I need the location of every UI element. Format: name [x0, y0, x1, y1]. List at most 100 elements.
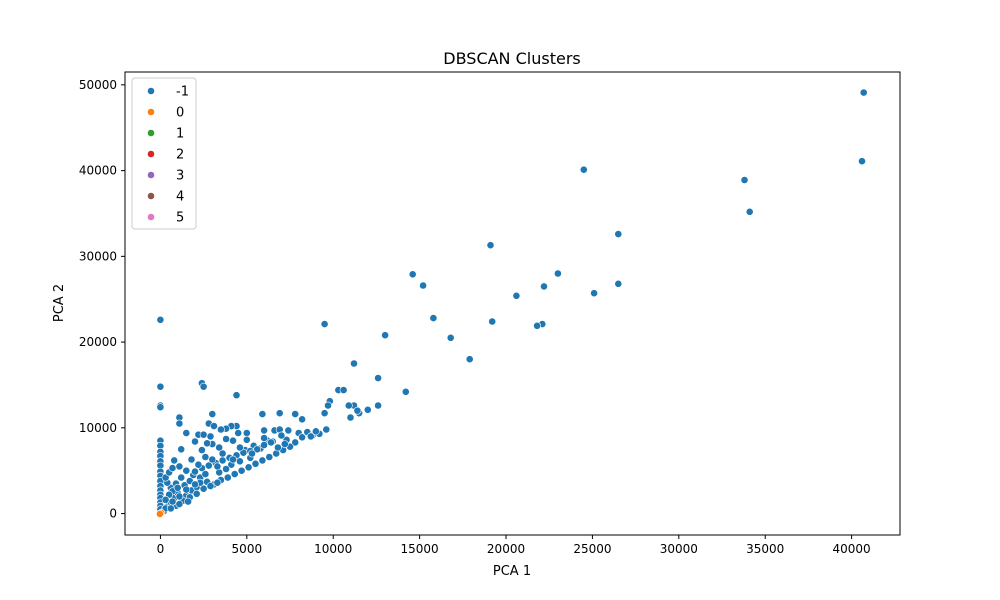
data-point-cluster--1: [284, 426, 293, 435]
data-point-cluster--1: [156, 315, 165, 324]
data-point-cluster--1: [306, 432, 315, 441]
data-point-cluster--1: [745, 207, 754, 216]
data-point-cluster--1: [208, 455, 217, 464]
data-point-cluster--1: [175, 462, 184, 471]
x-tick-label: 40000: [833, 542, 871, 556]
data-point-cluster--1: [203, 439, 211, 448]
data-point-cluster--1: [168, 464, 177, 472]
data-point-cluster--1: [242, 429, 251, 437]
data-point-cluster--1: [230, 470, 239, 478]
data-point-cluster--1: [267, 438, 275, 447]
data-point-cluster--1: [210, 422, 218, 430]
data-point-cluster--1: [311, 427, 320, 436]
data-point-cluster--1: [512, 291, 521, 300]
data-point-cluster--1: [235, 457, 244, 466]
legend-marker-4: [147, 192, 155, 200]
data-point-cluster--1: [381, 331, 389, 340]
data-point-cluster--1: [277, 431, 286, 440]
legend-label-0: 0: [176, 106, 184, 121]
data-point-cluster--1: [156, 403, 165, 412]
data-point-cluster--1: [350, 359, 358, 368]
data-point-cluster--1: [191, 467, 199, 476]
data-point-cluster--1: [232, 391, 241, 400]
legend-label-4: 4: [176, 190, 184, 205]
y-tick-label: 40000: [79, 164, 117, 178]
data-point-cluster--1: [488, 317, 497, 326]
data-point-cluster--1: [858, 157, 866, 166]
data-point-cluster--1: [298, 415, 306, 424]
data-point-cluster--1: [253, 445, 262, 454]
points-layer: [155, 88, 868, 518]
legend: -1 0 1 2 3 4 5: [131, 77, 197, 230]
data-point-cluster--1: [339, 386, 348, 394]
data-point-cluster--1: [353, 406, 362, 415]
data-point-cluster--1: [229, 455, 237, 464]
data-point-cluster--1: [199, 484, 208, 493]
y-tick-label: 50000: [79, 78, 117, 92]
data-point-cluster--1: [579, 165, 588, 174]
y-axis-ticks: 0 10000 20000 30000 40000 50000: [79, 78, 125, 521]
data-point-cluster--1: [614, 230, 623, 238]
data-point-cluster--1: [590, 289, 598, 298]
chart-title: DBSCAN Clusters: [443, 49, 580, 68]
data-point-cluster--1: [419, 281, 427, 290]
data-point-cluster--1: [177, 445, 186, 454]
data-point-cluster--1: [265, 453, 274, 461]
data-point-cluster--1: [260, 426, 268, 435]
data-point-cluster--1: [242, 435, 251, 444]
data-point-cluster--1: [166, 504, 175, 513]
data-point-cluster--1: [222, 435, 230, 443]
data-point-cluster--1: [235, 443, 244, 452]
data-point-cluster--1: [199, 382, 208, 391]
plot-area: [124, 71, 901, 536]
legend-marker-0: [147, 108, 155, 116]
x-tick-label: 30000: [660, 542, 698, 556]
data-point-cluster--1: [191, 480, 199, 489]
data-point-cluster--1: [251, 459, 260, 468]
data-point-cluster--1: [216, 425, 225, 434]
data-point-cluster--1: [206, 432, 215, 441]
x-tick-label: 35000: [746, 542, 784, 556]
data-point-cluster--1: [173, 483, 182, 492]
data-point-cluster--1: [223, 473, 232, 482]
x-tick-label: 15000: [401, 542, 439, 556]
y-tick-label: 10000: [79, 421, 117, 435]
data-point-cluster--1: [465, 355, 474, 364]
data-point-cluster--1: [740, 176, 749, 184]
data-point-cluster--1: [182, 466, 191, 475]
data-point-cluster--1: [156, 382, 165, 391]
data-point-cluster--1: [298, 433, 306, 442]
data-point-cluster--1: [237, 466, 246, 475]
data-point-cluster--1: [213, 462, 222, 471]
legend-marker-2: [147, 150, 155, 158]
data-point-cluster--1: [229, 436, 237, 445]
data-point-cluster-0: [155, 510, 164, 518]
legend-label-2: 2: [176, 148, 184, 163]
data-point-cluster--1: [280, 440, 289, 448]
data-point-cluster--1: [374, 401, 382, 410]
x-tick-label: 20000: [487, 542, 525, 556]
data-point-cluster--1: [324, 401, 332, 410]
x-axis-label: PCA 1: [493, 564, 531, 579]
data-point-cluster--1: [206, 482, 215, 490]
data-point-cluster--1: [344, 401, 353, 410]
legend-label-3: 3: [176, 169, 184, 184]
data-point-cluster--1: [201, 453, 210, 461]
data-point-cluster--1: [429, 314, 438, 322]
y-tick-label: 30000: [79, 249, 117, 263]
data-point-cluster--1: [194, 460, 203, 469]
data-point-cluster--1: [260, 434, 268, 442]
data-point-cluster--1: [533, 321, 541, 330]
data-point-cluster--1: [320, 409, 329, 418]
data-point-cluster--1: [222, 465, 230, 473]
legend-label-5: 5: [176, 211, 184, 226]
legend-box: [131, 77, 197, 230]
data-point-cluster--1: [182, 485, 191, 494]
data-point-cluster--1: [213, 478, 222, 487]
data-point-cluster--1: [363, 405, 372, 414]
data-point-cluster--1: [258, 410, 267, 418]
legend-label-1: 1: [176, 127, 184, 142]
data-point-cluster--1: [322, 425, 331, 434]
x-tick-label: 0: [157, 542, 165, 556]
